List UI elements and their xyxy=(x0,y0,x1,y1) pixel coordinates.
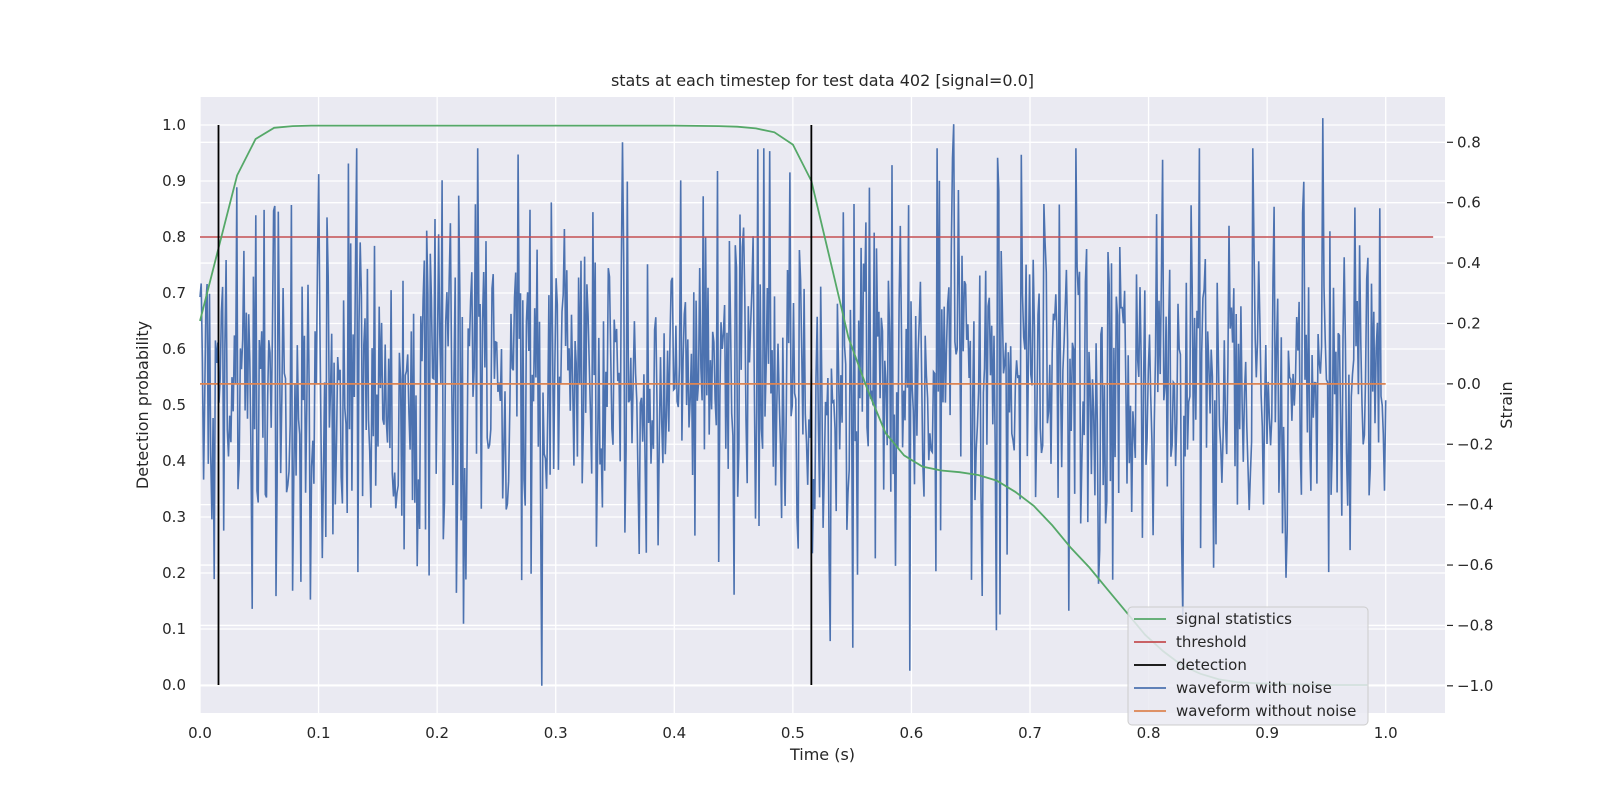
x-tick-label: 0.4 xyxy=(662,724,686,742)
y-right-tick-label: 0.0 xyxy=(1457,375,1481,393)
x-tick-label: 0.5 xyxy=(781,724,805,742)
y-tick-label: 0.9 xyxy=(162,172,186,190)
x-tick-label: 0.2 xyxy=(425,724,449,742)
y-tick-label: 0.4 xyxy=(162,452,186,470)
y-right-tick-label: −0.4 xyxy=(1457,496,1493,514)
x-tick-label: 0.7 xyxy=(1018,724,1042,742)
y-tick-label: 0.8 xyxy=(162,228,186,246)
y-tick-label: 0.5 xyxy=(162,396,186,414)
x-tick-label: 0.3 xyxy=(544,724,568,742)
x-tick-label: 0.0 xyxy=(188,724,212,742)
y-right-axis-label: Strain xyxy=(1497,381,1516,428)
x-tick-label: 0.8 xyxy=(1137,724,1161,742)
legend-label: waveform without noise xyxy=(1176,702,1356,720)
y-right-tick-label: 0.4 xyxy=(1457,254,1481,272)
y-right-tick-label: −0.8 xyxy=(1457,616,1493,634)
chart-title: stats at each timestep for test data 402… xyxy=(611,71,1034,90)
y-right-tick-label: 0.2 xyxy=(1457,314,1481,332)
y-tick-label: 0.7 xyxy=(162,284,186,302)
y-right-tick-label: −1.0 xyxy=(1457,677,1493,695)
legend-label: detection xyxy=(1176,656,1247,674)
y-right-tick-label: −0.6 xyxy=(1457,556,1493,574)
y-right-tick-label: 0.8 xyxy=(1457,133,1481,151)
x-tick-label: 1.0 xyxy=(1374,724,1398,742)
y-tick-label: 0.0 xyxy=(162,676,186,694)
x-tick-label: 0.1 xyxy=(307,724,331,742)
y-right-tick-label: 0.6 xyxy=(1457,194,1481,212)
x-axis-ticks: 0.0 0.1 0.2 0.3 0.4 0.5 0.6 0.7 0.8 0.9 1.0 xyxy=(188,724,1398,742)
legend-label: waveform with noise xyxy=(1176,679,1332,697)
x-axis-label: Time (s) xyxy=(789,745,855,764)
x-tick-label: 0.6 xyxy=(899,724,923,742)
y-tick-label: 0.3 xyxy=(162,508,186,526)
y-axis-ticks: 0.0 0.1 0.2 0.3 0.4 0.5 0.6 0.7 0.8 0.9 1.0 xyxy=(162,116,186,694)
y-axis-label: Detection probability xyxy=(133,321,152,489)
legend-box xyxy=(1127,606,1369,726)
y-tick-label: 0.1 xyxy=(162,620,186,638)
y-tick-label: 0.6 xyxy=(162,340,186,358)
legend: signal statistics threshold detection wavef… xyxy=(1127,606,1369,726)
y-right-tick-label: −0.2 xyxy=(1457,435,1493,453)
x-tick-label: 0.9 xyxy=(1255,724,1279,742)
series-line-waveform-with-noise xyxy=(199,118,1387,686)
y-tick-label: 1.0 xyxy=(162,116,186,134)
y-right-axis-ticks: −1.0 −0.8 −0.6 −0.4 −0.2 0.0 0.2 0.4 0.6 0.8 xyxy=(1447,133,1493,695)
legend-label: signal statistics xyxy=(1176,610,1292,628)
legend-label: threshold xyxy=(1176,633,1247,651)
y-tick-label: 0.2 xyxy=(162,564,186,582)
